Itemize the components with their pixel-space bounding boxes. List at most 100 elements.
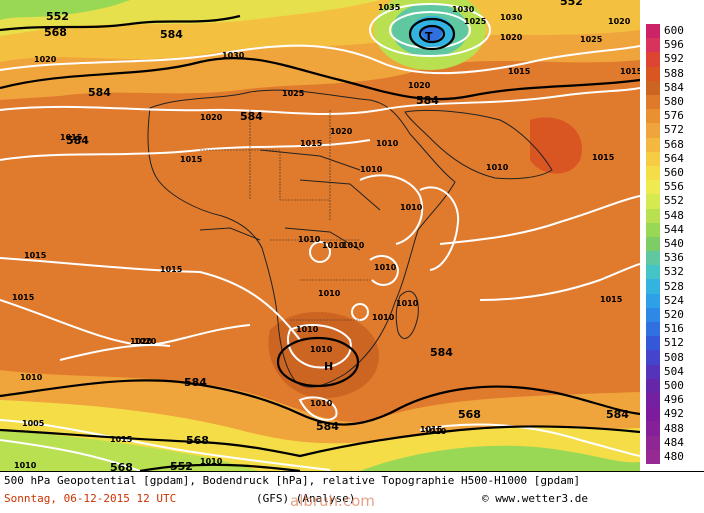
geopotential-label: 584 xyxy=(240,110,263,123)
pressure-label: 1010 xyxy=(342,241,365,250)
pressure-label: 1015 xyxy=(592,153,615,162)
geopotential-label: 584 xyxy=(66,134,89,147)
colorbar-swatch xyxy=(646,123,660,139)
colorbar-tick-label: 504 xyxy=(664,364,684,378)
watermark-text: albruh.com xyxy=(290,492,375,510)
colorbar-swatch xyxy=(646,251,660,266)
pressure-label: 1005 xyxy=(22,419,45,428)
geopotential-contours xyxy=(0,14,640,471)
colorbar-tick-label: 572 xyxy=(664,123,684,137)
colorbar-tick-label: 548 xyxy=(664,208,684,222)
colorbar-swatch xyxy=(646,180,660,195)
field-south-544 xyxy=(360,445,640,471)
pressure-label: 1025 xyxy=(464,17,487,26)
geopotential-label: 568 xyxy=(458,408,481,421)
colorbar-tick-label: 552 xyxy=(664,194,684,208)
colorbar-tick-label: 484 xyxy=(664,435,684,449)
geopotential-label: 584 xyxy=(416,94,439,107)
colorbar-swatch xyxy=(646,137,660,153)
geopotential-label: 568 xyxy=(44,26,67,39)
colorbar-swatch xyxy=(646,449,660,465)
low-core xyxy=(422,25,442,41)
pressure-label: 1025 xyxy=(282,89,305,98)
pressure-label: 1010 xyxy=(298,235,321,244)
geopotential-label: 552 xyxy=(170,460,193,471)
colorbar-tick-label: 584 xyxy=(664,80,684,94)
colorbar-tick-label: 508 xyxy=(664,350,684,364)
colorbar-swatch xyxy=(646,279,660,295)
pressure-label: 1010 xyxy=(372,313,395,322)
colorbar-swatch xyxy=(646,336,660,351)
date-line: Sonntag, 06-12-2015 12 UTC xyxy=(4,492,177,505)
pressure-label: 1010 xyxy=(396,299,419,308)
colorbar-swatch xyxy=(646,407,660,422)
colorbar-tick-label: 500 xyxy=(664,378,684,392)
country-borders xyxy=(200,110,370,321)
pressure-label: 1030 xyxy=(452,5,475,14)
low-marker: T xyxy=(425,30,433,43)
colorbar-tick-label: 588 xyxy=(664,66,684,80)
pressure-label: 1010 xyxy=(424,427,447,436)
colorbar-swatch xyxy=(646,208,660,224)
field-south-548 xyxy=(0,430,260,471)
geopotential-label: 552 xyxy=(46,10,69,23)
colorbar-tick-label: 488 xyxy=(664,421,684,435)
colorbar: 600 596 592 588 584 580 576 572 568 564 560 556 552 5… xyxy=(646,24,704,465)
pressure-label: 1010 xyxy=(20,373,43,382)
title-line: 500 hPa Geopotential [gpdam], Bodendruck… xyxy=(4,474,581,487)
colorbar-swatch xyxy=(646,194,660,209)
colorbar-tick-label: 492 xyxy=(664,407,684,421)
pressure-label: 1010 xyxy=(200,457,223,466)
isobars xyxy=(0,3,640,471)
colorbar-swatch xyxy=(646,393,660,408)
colorbar-tick-label: 592 xyxy=(664,52,684,66)
pressure-label: 1020 xyxy=(34,55,57,64)
colorbar-swatch xyxy=(646,435,660,451)
colorbar-tick-label: 556 xyxy=(664,180,684,194)
pressure-label: 1015 xyxy=(12,293,35,302)
pressure-label: 1020 xyxy=(408,81,431,90)
colorbar-swatch xyxy=(646,38,660,53)
map-canvas: 552 568 584 584 584 584 584 584 584 568 552 568 584 5… xyxy=(0,0,640,471)
colorbar-tick-label: 580 xyxy=(664,95,684,109)
pressure-label: 1015 xyxy=(60,133,83,142)
colorbar-swatch xyxy=(646,364,660,380)
field-north-544 xyxy=(0,0,130,20)
geopotential-label: 552 xyxy=(560,0,583,8)
colorbar-swatch xyxy=(646,378,660,394)
geopotential-label: 568 xyxy=(186,434,209,447)
chart-footer: 500 hPa Geopotential [gpdam], Bodendruck… xyxy=(0,471,704,513)
colorbar-tick-label: 576 xyxy=(664,109,684,123)
copyright-text: © www.wetter3.de xyxy=(482,492,588,505)
colorbar-tick-label: 600 xyxy=(664,24,684,38)
colorbar-swatch xyxy=(646,80,660,96)
pressure-label: 1010 xyxy=(322,241,345,250)
pressure-label: 1020 xyxy=(134,337,157,346)
colorbar-swatch xyxy=(646,94,660,110)
colorbar-tick-label: 520 xyxy=(664,307,684,321)
geopotential-label: 584 xyxy=(184,376,207,389)
model-line: (GFS) (Analyse) xyxy=(256,492,356,505)
colorbar-tick-label: 496 xyxy=(664,393,684,407)
colorbar-swatch xyxy=(646,307,660,323)
colorbar-tick-label: 596 xyxy=(664,38,684,52)
pressure-label: 1010 xyxy=(486,163,509,172)
colorbar-tick-label: 540 xyxy=(664,237,684,250)
pressure-label: 1015 xyxy=(508,67,531,76)
colorbar-tick-label: 560 xyxy=(664,166,684,180)
geopotential-label: 584 xyxy=(430,346,453,359)
pressure-label: 1010 xyxy=(14,461,37,470)
colorbar-swatch xyxy=(646,165,660,181)
pressure-label: 1010 xyxy=(376,139,399,148)
geopotential-label: 584 xyxy=(316,420,339,433)
pressure-label: 1020 xyxy=(130,337,153,346)
geopotential-labels: 552 568 584 584 584 584 584 584 584 568 552 568 584 5… xyxy=(44,0,629,471)
colorbar-tick-label: 544 xyxy=(664,222,684,236)
colorbar-swatch xyxy=(646,109,660,124)
pressure-label: 1010 xyxy=(400,203,423,212)
colorbar-swatch xyxy=(646,24,660,39)
pressure-label: 1010 xyxy=(318,289,341,298)
geopotential-label: 584 xyxy=(160,28,183,41)
pressure-label: 1010 xyxy=(310,345,333,354)
pressure-label: 1035 xyxy=(378,3,401,12)
